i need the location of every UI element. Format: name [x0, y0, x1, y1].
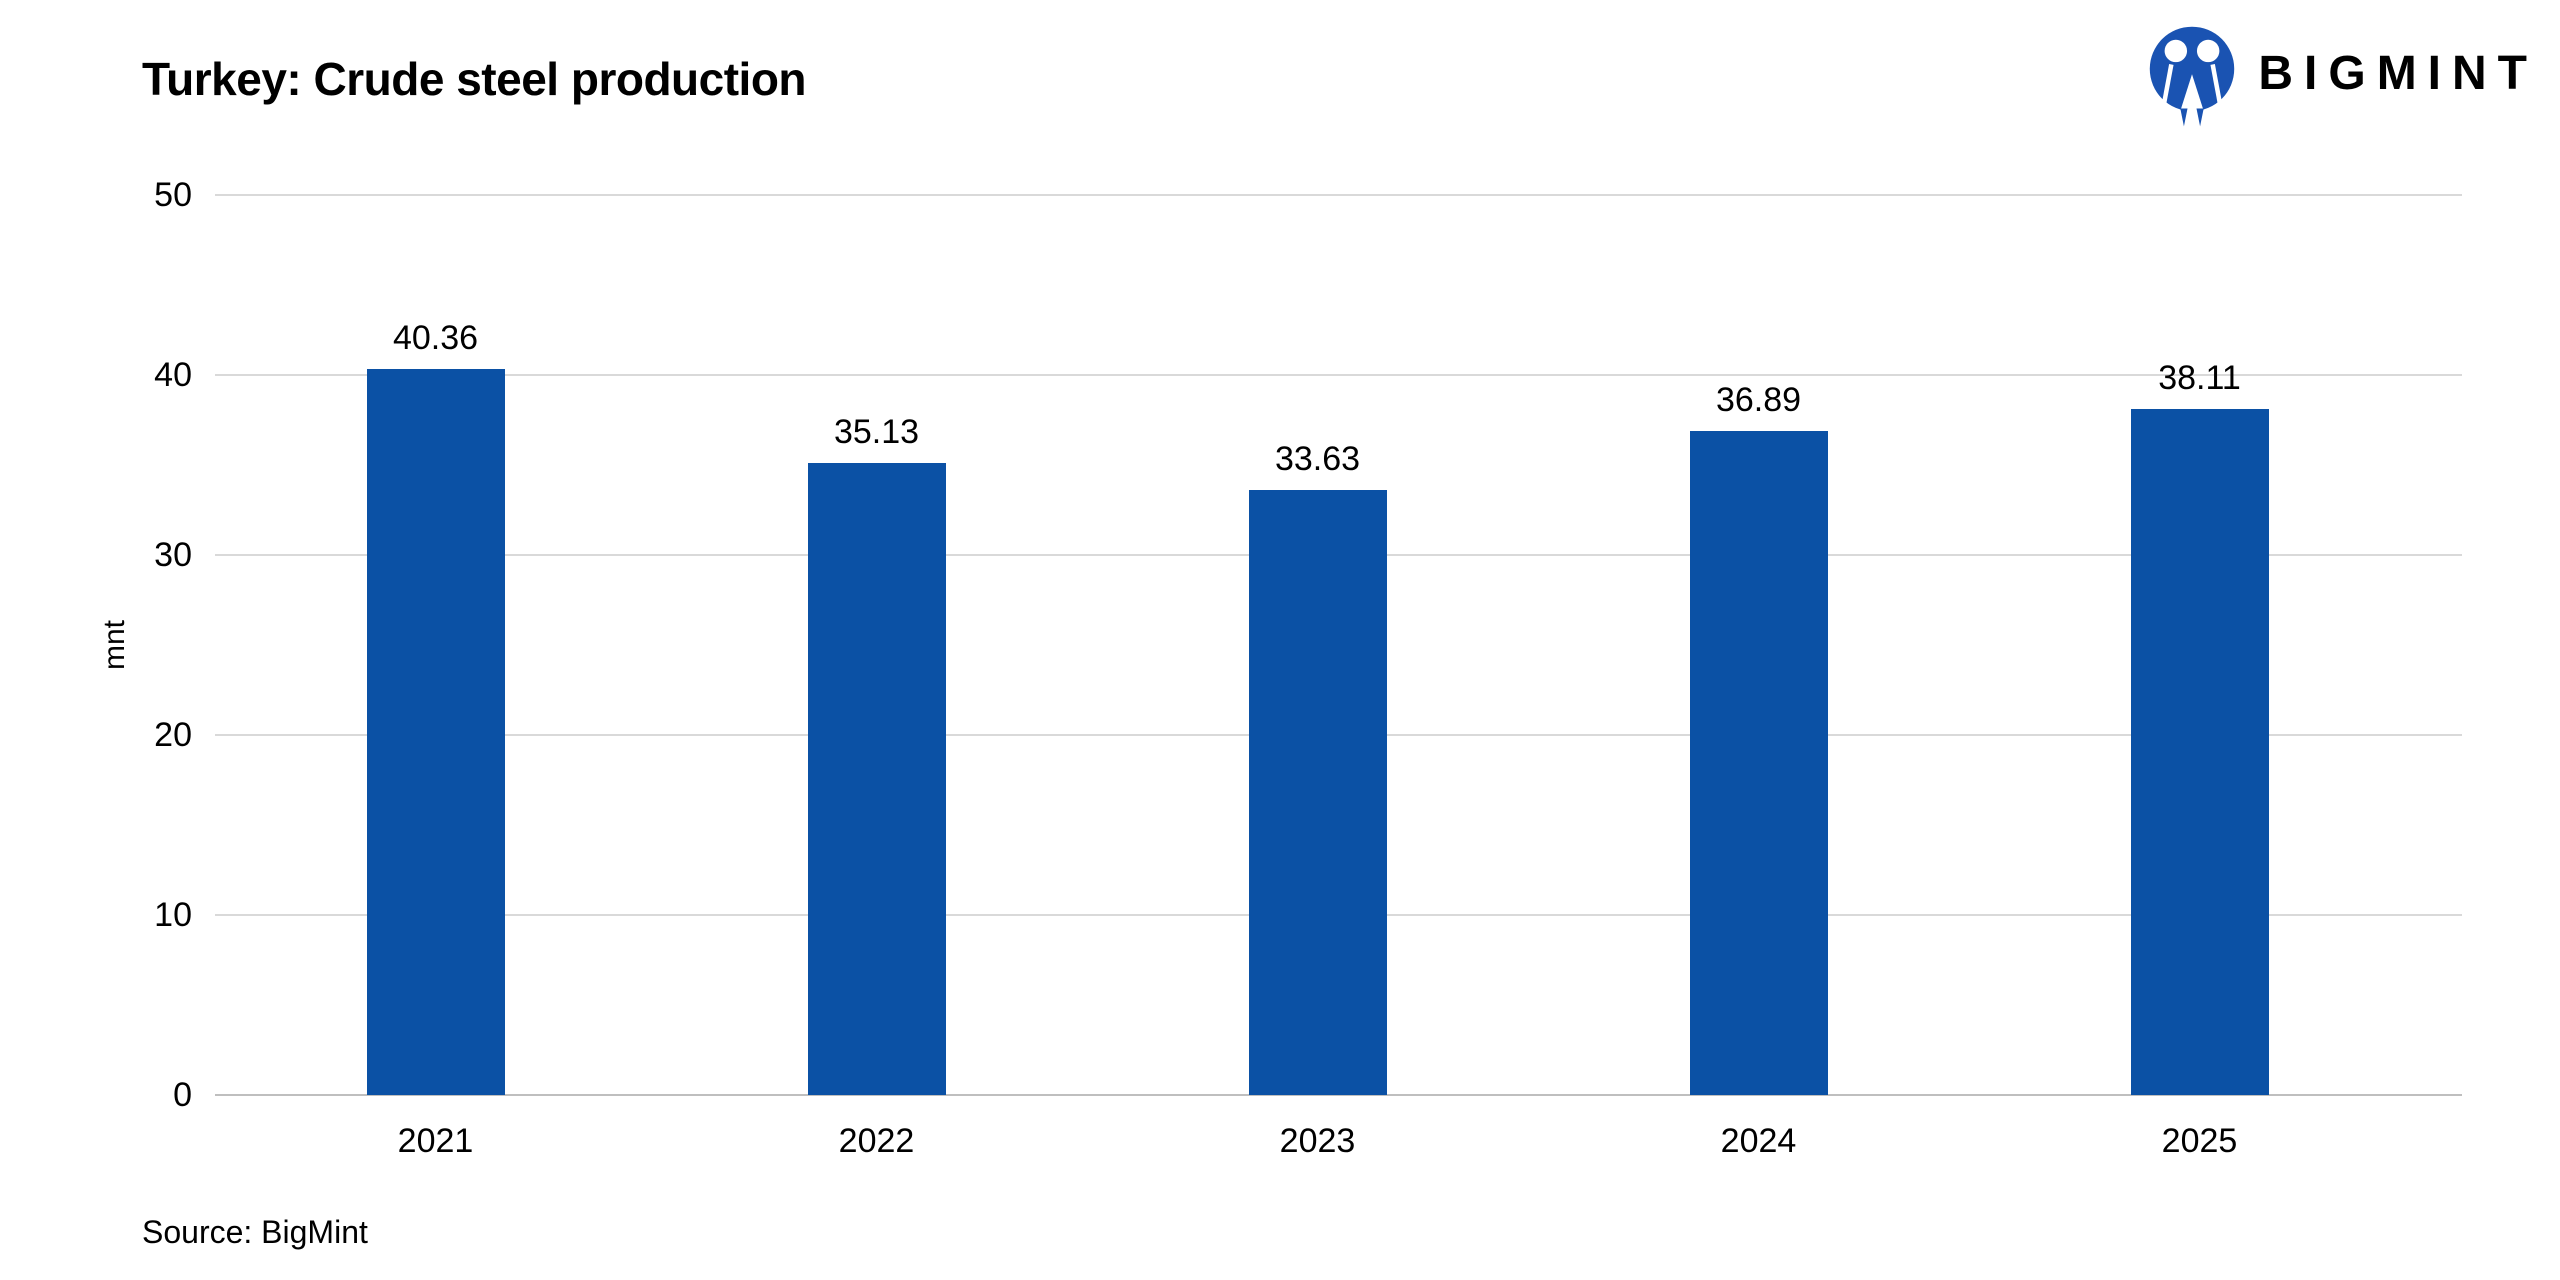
chart-title: Turkey: Crude steel production — [142, 53, 807, 105]
gridline-50 — [215, 194, 2462, 196]
y-tick-label-0: 0 — [173, 1076, 192, 1114]
y-axis-title: mnt — [98, 620, 131, 671]
y-tick-label-30: 30 — [154, 536, 192, 574]
bar-value-label-2022: 35.13 — [833, 412, 920, 451]
bar-value-label-2021: 40.36 — [392, 318, 479, 357]
bar-value-label-2025: 38.11 — [2158, 359, 2241, 398]
bigmint-logo: BIGMINT — [2142, 24, 2538, 130]
bar-2024 — [1689, 430, 1828, 1095]
y-tick-label-20: 20 — [154, 716, 192, 754]
bar-value-label-2024: 36.89 — [1715, 380, 1802, 419]
bar-2023 — [1248, 489, 1387, 1095]
y-tick-label-40: 40 — [154, 356, 192, 394]
bar-2021 — [366, 368, 505, 1095]
source-note: Source: BigMint — [142, 1214, 368, 1250]
x-axis-label-2022: 2022 — [838, 1122, 915, 1160]
gridline-40 — [215, 374, 2462, 376]
x-axis-label-2024: 2024 — [1720, 1122, 1797, 1160]
x-axis-label-2025: 2025 — [2161, 1122, 2238, 1160]
x-axis-label-2021: 2021 — [397, 1122, 474, 1160]
bar-2022 — [807, 462, 946, 1095]
bigmint-logo-wordmark: BIGMINT — [2258, 46, 2538, 100]
x-axis-label-2023: 2023 — [1279, 1122, 1356, 1160]
y-tick-label-50: 50 — [154, 176, 192, 214]
y-tick-label-10: 10 — [154, 896, 192, 934]
bar-value-label-2023: 33.63 — [1274, 439, 1361, 478]
bigmint-logo-icon — [2150, 26, 2235, 127]
bar-2025 — [2130, 409, 2269, 1095]
gridline-0 — [215, 1094, 2462, 1096]
